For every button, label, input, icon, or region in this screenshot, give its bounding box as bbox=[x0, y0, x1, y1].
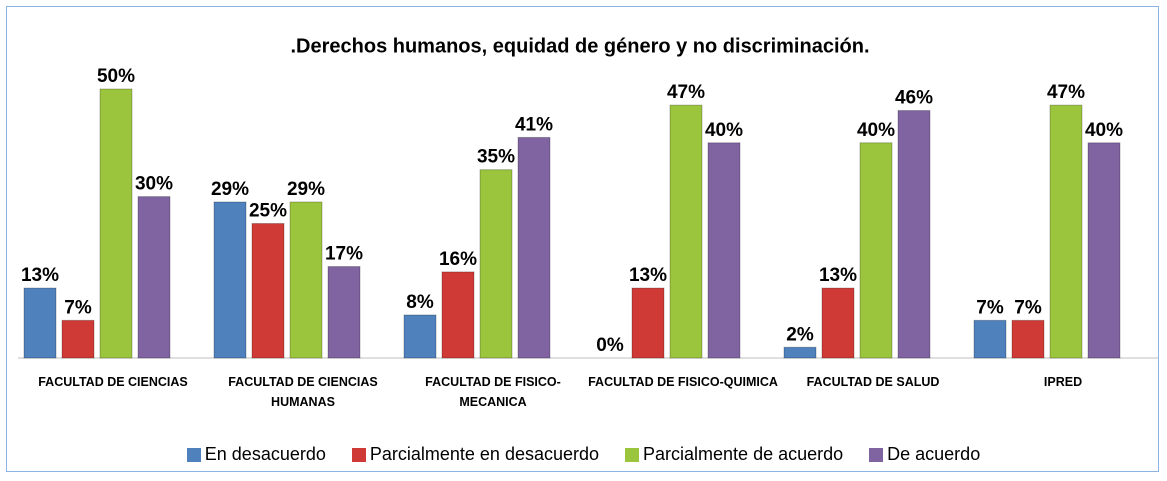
data-label: 47% bbox=[667, 82, 705, 103]
legend-swatch bbox=[625, 447, 640, 462]
bar bbox=[251, 223, 285, 359]
bar bbox=[1087, 142, 1121, 359]
data-label: 29% bbox=[287, 179, 325, 200]
bar bbox=[289, 201, 323, 359]
bar bbox=[783, 346, 817, 359]
bar bbox=[479, 169, 513, 359]
bar bbox=[61, 319, 95, 359]
bar bbox=[973, 319, 1007, 359]
legend-swatch bbox=[351, 447, 366, 462]
legend-item: Parcialmente en desacuerdo bbox=[351, 444, 600, 465]
bar bbox=[631, 287, 665, 359]
data-label: 25% bbox=[249, 201, 287, 222]
bar bbox=[669, 104, 703, 359]
bar bbox=[517, 136, 551, 359]
bar bbox=[327, 266, 361, 359]
legend-label: Parcialmente de acuerdo bbox=[643, 444, 844, 464]
bar bbox=[859, 142, 893, 359]
x-tick-label: FACULTAD DE FISICO-MECANICA bbox=[425, 375, 561, 409]
data-label: 16% bbox=[439, 249, 477, 270]
x-tick-label: FACULTAD DE CIENCIAS HUMANAS bbox=[228, 375, 378, 409]
data-label: 7% bbox=[64, 297, 92, 318]
data-label: 17% bbox=[325, 244, 363, 265]
legend-swatch bbox=[186, 447, 201, 462]
x-tick-label: FACULTAD DE SALUD bbox=[806, 375, 940, 389]
bar bbox=[213, 201, 247, 359]
bar bbox=[1011, 319, 1045, 359]
x-tick-label: FACULTAD DE FISICO-QUIMICA bbox=[588, 375, 778, 389]
bar bbox=[137, 196, 171, 359]
data-label: 7% bbox=[1014, 297, 1042, 318]
bar bbox=[821, 287, 855, 359]
data-label: 8% bbox=[406, 292, 434, 313]
bar bbox=[99, 88, 133, 359]
x-tick-label: IPRED bbox=[1043, 375, 1083, 389]
legend-label: De acuerdo bbox=[887, 444, 981, 464]
data-label: 35% bbox=[477, 147, 515, 168]
data-label: 46% bbox=[895, 88, 933, 109]
legend: En desacuerdo Parcialmente en desacuerdo P… bbox=[0, 444, 1167, 465]
legend-label: En desacuerdo bbox=[204, 444, 326, 464]
data-label: 7% bbox=[976, 297, 1004, 318]
chart-title: .Derechos humanos, equidad de género y n… bbox=[290, 35, 869, 57]
data-label: 13% bbox=[819, 265, 857, 286]
bar bbox=[1049, 104, 1083, 359]
legend-item: De acuerdo bbox=[869, 444, 980, 465]
data-label: 50% bbox=[97, 66, 135, 87]
bar bbox=[707, 142, 741, 359]
bar bbox=[441, 271, 475, 359]
data-label: 13% bbox=[629, 265, 667, 286]
legend-label: Parcialmente en desacuerdo bbox=[369, 444, 600, 464]
bar bbox=[403, 314, 437, 359]
legend-item: En desacuerdo bbox=[186, 444, 326, 465]
data-label: 29% bbox=[211, 179, 249, 200]
x-tick-label: FACULTAD DE CIENCIAS bbox=[38, 375, 188, 389]
data-label: 13% bbox=[21, 265, 59, 286]
data-label: 40% bbox=[705, 120, 743, 141]
legend-item: Parcialmente de acuerdo bbox=[625, 444, 843, 465]
data-label: 2% bbox=[786, 324, 814, 345]
data-label: 47% bbox=[1047, 82, 1085, 103]
data-label: 41% bbox=[515, 114, 553, 135]
data-label: 40% bbox=[857, 120, 895, 141]
data-label: 30% bbox=[135, 174, 173, 195]
bar bbox=[23, 287, 57, 359]
data-label: 40% bbox=[1085, 120, 1123, 141]
bar bbox=[897, 110, 931, 359]
legend-swatch bbox=[869, 447, 884, 462]
chart-frame bbox=[6, 6, 1159, 472]
data-label: 0% bbox=[596, 335, 624, 356]
